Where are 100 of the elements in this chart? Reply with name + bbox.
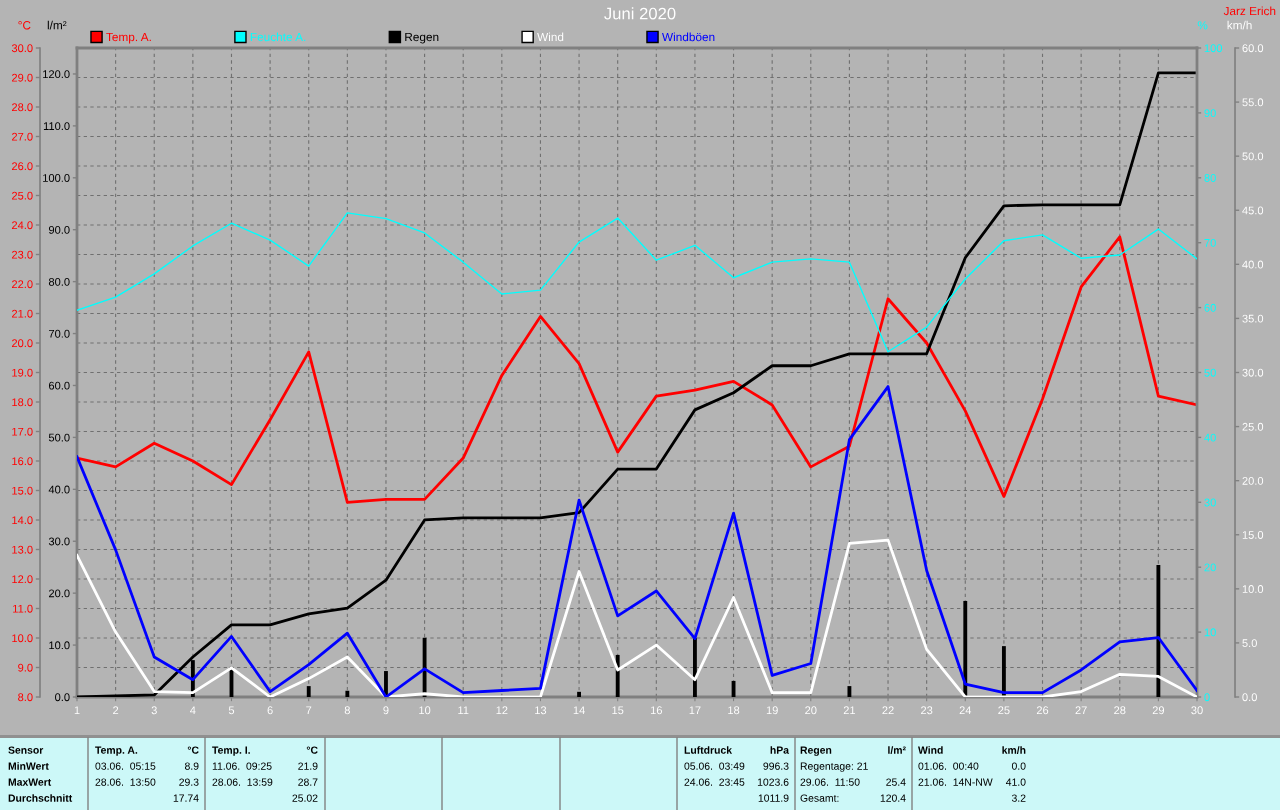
text: Jarz Erich [1223, 6, 1276, 16]
text: 1011.9 [758, 794, 789, 802]
y2-tick-label: 40.0 [48, 485, 70, 494]
y-tick-label: 11.0 [13, 604, 33, 613]
y-tick-label: 25.0 [11, 191, 33, 200]
text: 01.06. 00:40 [918, 762, 979, 770]
text: °C [306, 746, 318, 754]
x-tick-label: 14 [573, 706, 585, 715]
y2-tick-label: 0.0 [55, 693, 70, 702]
text: 28.06. 13:50 [95, 778, 156, 786]
y-tick-label: 10.0 [1242, 585, 1264, 593]
y3-tick-label: 60 [1204, 303, 1216, 312]
text: Wind [537, 32, 564, 42]
text: l/m² [888, 746, 906, 754]
y3-tick-label: 80 [1204, 174, 1216, 182]
text: 03.06. 05:15 [95, 762, 156, 770]
y-tick-label: 60.0 [1242, 44, 1264, 53]
y-tick-label: 29.0 [11, 73, 33, 82]
y-tick-label: 12.0 [12, 575, 33, 584]
y3-axis-title: % [1197, 21, 1208, 30]
x-tick-label: 29 [1152, 706, 1165, 715]
y3-tick-label: 50 [1204, 368, 1216, 377]
text: 05.06. 03:49 [684, 762, 745, 770]
x-tick-label: 1 [74, 706, 80, 715]
x-tick-label: 7 [306, 706, 312, 715]
y-tick-label: 16.0 [12, 457, 33, 466]
y2-tick-label: 90.0 [48, 225, 70, 234]
y-tick-label: 15.0 [1242, 531, 1264, 539]
x-tick-label: 6 [267, 706, 273, 715]
x-tick-label: 12 [496, 706, 508, 715]
line-series [77, 212, 1197, 353]
y-tick-label: 10.0 [12, 634, 33, 643]
text: 8.9 [184, 762, 199, 770]
y-tick-label: 23.0 [11, 250, 33, 259]
text: Sensor [8, 746, 44, 754]
y-tick-label: 15.0 [12, 486, 33, 495]
y2-tick-label: 60.0 [49, 381, 70, 390]
text: km/h [1002, 746, 1026, 754]
x-tick-label: 21 [843, 706, 856, 715]
y2-axis-title: l/m² [47, 20, 67, 30]
y2-tick-label: 100.0 [43, 174, 70, 182]
text: 29.06. 11:50 [800, 778, 860, 786]
y-axis-title: °C [18, 21, 31, 30]
text: 28.06. 13:59 [212, 778, 273, 786]
y3-tick-label: 10 [1204, 628, 1216, 637]
y-tick-label: 26.0 [11, 162, 33, 171]
y-tick-label: 25.0 [1242, 422, 1264, 431]
text: MinWert [8, 762, 49, 770]
text: 21.06. 14N-NW [918, 778, 993, 786]
text: Gesamt: [800, 794, 839, 802]
y-tick-label: 50.0 [1242, 152, 1264, 161]
y-tick-label: 22.0 [11, 280, 33, 289]
x-tick-label: 25 [998, 706, 1010, 715]
legend-label: Temp. A. [106, 32, 151, 44]
y2-tick-label: 120.0 [43, 70, 70, 79]
y3-tick-label: 90 [1204, 109, 1216, 118]
y-tick-label: 17.0 [12, 427, 33, 436]
y3-tick-label: 20 [1204, 563, 1216, 572]
text: °C [187, 746, 199, 754]
x-tick-label: 28 [1114, 706, 1126, 715]
text: Durchschnitt [8, 794, 73, 802]
chart-title: Juni 2020 [604, 7, 676, 20]
text: 996.3 [763, 762, 789, 770]
text: 3.2 [1011, 794, 1026, 802]
text: 0.0 [1011, 762, 1026, 770]
y-tick-label: 5.0 [1242, 639, 1257, 648]
x-tick-label: 11 [458, 706, 469, 715]
y-tick-label: 30.0 [11, 44, 33, 53]
x-tick-label: 26 [1036, 706, 1049, 715]
y2-tick-label: 80.0 [48, 277, 70, 286]
y-tick-label: 13.0 [12, 545, 33, 554]
legend-label: Regen [405, 32, 439, 44]
text: 17.74 [173, 794, 199, 802]
y-tick-label: 30.0 [1242, 368, 1264, 377]
x-tick-label: 18 [728, 706, 740, 715]
text: 29.3 [179, 778, 199, 786]
text: 21.9 [298, 762, 318, 770]
y-tick-label: 20.0 [1242, 476, 1264, 485]
y-tick-label: 14.0 [12, 516, 33, 525]
x-tick-label: 2 [113, 706, 119, 715]
text: 28.7 [298, 778, 318, 786]
line-series [77, 235, 1197, 504]
y-tick-label: 8.0 [18, 693, 33, 702]
text: 11.06. 09:25 [212, 762, 272, 770]
x-tick-label: 10 [419, 706, 431, 715]
x-tick-label: 16 [650, 706, 662, 715]
y-axis-title: km/h [1227, 20, 1252, 30]
text: hPa [770, 746, 790, 754]
text: Wind [918, 746, 943, 754]
y2-tick-label: 30.0 [48, 537, 70, 546]
x-tick-label: 19 [766, 706, 778, 715]
x-tick-label: 27 [1075, 706, 1087, 715]
text: 25.4 [886, 778, 906, 786]
x-tick-label: 4 [190, 706, 196, 715]
text: Regentage: 21 [800, 762, 868, 772]
text: 24.06. 23:45 [684, 778, 745, 786]
y-tick-label: 20.0 [11, 339, 33, 348]
x-tick-label: 13 [535, 706, 547, 715]
text: 120.4 [880, 794, 906, 802]
x-tick-label: 9 [383, 706, 389, 715]
